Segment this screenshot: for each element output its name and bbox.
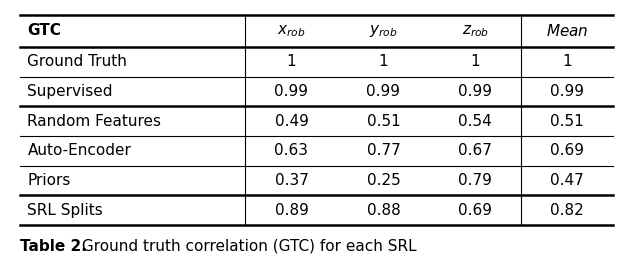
Text: 0.25: 0.25 [366,173,400,188]
Text: 1: 1 [286,54,296,69]
Text: 0.63: 0.63 [275,143,308,158]
Text: 1: 1 [562,54,572,69]
Text: 0.49: 0.49 [275,114,308,129]
Text: 0.99: 0.99 [550,84,584,99]
Text: 0.37: 0.37 [275,173,308,188]
Text: 1: 1 [379,54,388,69]
Text: 0.69: 0.69 [550,143,584,158]
Text: 0.88: 0.88 [366,203,400,218]
Text: 0.99: 0.99 [275,84,308,99]
Text: Supervised: Supervised [27,84,113,99]
Text: 0.89: 0.89 [275,203,308,218]
Text: $y_{rob}$: $y_{rob}$ [369,23,397,39]
Text: 1: 1 [470,54,480,69]
Text: Auto-Encoder: Auto-Encoder [27,143,132,158]
Text: Table 2.: Table 2. [20,239,87,254]
Text: $x_{rob}$: $x_{rob}$ [277,23,306,39]
Text: Priors: Priors [27,173,71,188]
Text: 0.69: 0.69 [459,203,492,218]
Text: 0.47: 0.47 [550,173,584,188]
Text: Ground Truth: Ground Truth [27,54,127,69]
Text: Random Features: Random Features [27,114,162,129]
Text: 0.99: 0.99 [459,84,492,99]
Text: 0.77: 0.77 [366,143,400,158]
Text: SRL Splits: SRL Splits [27,203,103,218]
Text: 0.99: 0.99 [366,84,401,99]
Text: Ground truth correlation (GTC) for each SRL: Ground truth correlation (GTC) for each … [77,239,417,254]
Text: 0.51: 0.51 [366,114,400,129]
Text: 0.54: 0.54 [459,114,492,129]
Text: 0.82: 0.82 [550,203,584,218]
Text: $z_{rob}$: $z_{rob}$ [462,23,489,39]
Text: 0.51: 0.51 [550,114,584,129]
Text: $\mathit{Mean}$: $\mathit{Mean}$ [546,23,588,39]
Text: 0.79: 0.79 [459,173,492,188]
Text: 0.67: 0.67 [459,143,492,158]
Text: GTC: GTC [27,23,61,38]
